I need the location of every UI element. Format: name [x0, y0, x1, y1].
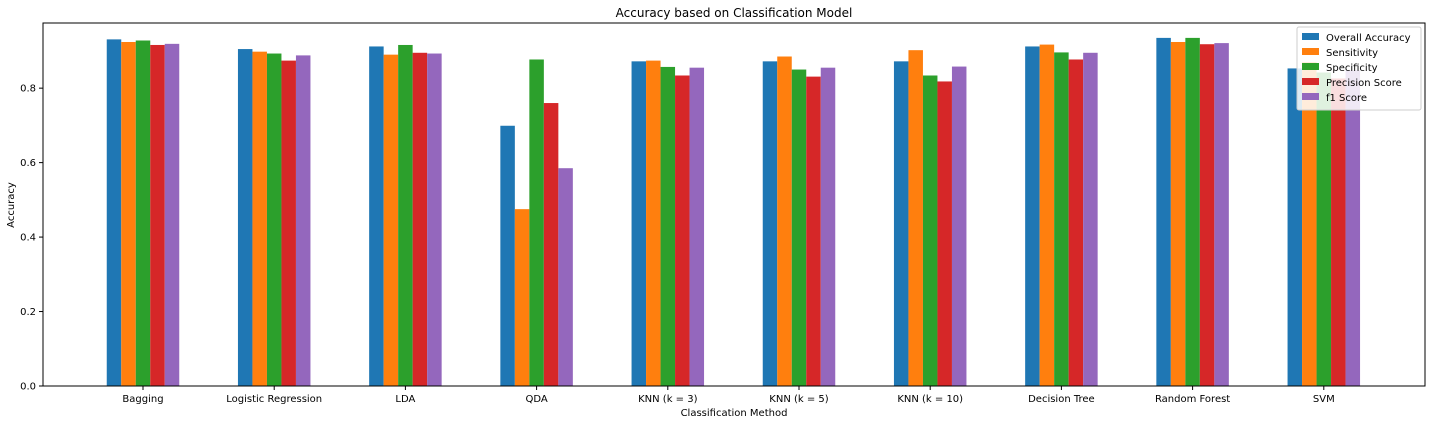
chart-title: Accuracy based on Classification Model [616, 6, 853, 20]
legend-swatch [1302, 33, 1319, 40]
bar [1214, 43, 1229, 386]
bar [646, 60, 661, 386]
y-tick-label: 0.0 [20, 382, 36, 393]
bar [427, 53, 442, 386]
bar [295, 55, 311, 386]
bar [412, 52, 428, 387]
x-tick-label: Decision Tree [1028, 394, 1095, 405]
bar [543, 103, 559, 387]
bar [806, 76, 821, 386]
bar [922, 75, 938, 386]
bar [369, 46, 384, 386]
bar [1025, 46, 1040, 386]
bar [1156, 37, 1171, 387]
bar [1345, 70, 1361, 386]
legend-swatch [1302, 63, 1319, 70]
legend-label: Sensitivity [1326, 48, 1378, 59]
x-tick-label: KNN (k = 10) [897, 394, 963, 405]
bar [1287, 68, 1303, 386]
bar [791, 69, 807, 387]
bar [106, 39, 122, 387]
bar [383, 54, 399, 387]
bar [1039, 44, 1055, 387]
bar [689, 67, 705, 386]
bar [660, 66, 676, 386]
bar [266, 53, 282, 386]
x-tick-label: Logistic Regression [226, 394, 322, 405]
bar [514, 209, 530, 386]
bar [1302, 62, 1317, 386]
bar [951, 66, 967, 386]
x-tick-label: SVM [1313, 394, 1335, 405]
bar [762, 61, 778, 387]
bar [1199, 44, 1215, 387]
x-axis: Bagging Logistic Regression LDA QDA KNN (k =… [122, 386, 1335, 405]
bar [164, 43, 180, 386]
bar [237, 49, 253, 387]
plot-frame [42, 22, 1426, 387]
x-tick-label: Random Forest [1155, 394, 1230, 405]
bar [893, 61, 909, 387]
bar [908, 50, 923, 386]
bar [135, 40, 151, 386]
legend-swatch [1302, 48, 1319, 55]
bar [252, 51, 267, 386]
bar [558, 168, 573, 386]
y-tick-label: 0.8 [20, 84, 36, 95]
bar [281, 60, 296, 386]
x-tick-label: KNN (k = 5) [769, 394, 828, 405]
x-tick-label: KNN (k = 3) [638, 394, 697, 405]
bar [121, 41, 136, 386]
bar [150, 44, 165, 386]
bar [1054, 52, 1069, 387]
bar [1185, 37, 1200, 387]
bar [500, 125, 515, 386]
legend-label: Precision Score [1326, 78, 1402, 89]
bar [820, 67, 836, 386]
legend-box [1296, 26, 1422, 111]
bar [1331, 78, 1346, 386]
bar [398, 44, 413, 386]
y-tick-label: 0.4 [20, 233, 36, 244]
y-tick-label: 0.6 [20, 158, 36, 169]
bar [675, 75, 690, 386]
x-tick-label: LDA [395, 394, 415, 405]
x-tick-label: QDA [525, 394, 547, 405]
x-axis-label: Classification Method [681, 408, 788, 419]
legend-swatch [1302, 78, 1319, 85]
legend-label: Specificity [1326, 63, 1378, 74]
legend-swatch [1302, 93, 1319, 100]
bar [529, 59, 544, 387]
legend: Overall Accuracy Sensitivity Specificity Pr… [1296, 26, 1422, 111]
bar [777, 56, 792, 386]
bars-layer [106, 37, 1361, 387]
bar [1316, 72, 1332, 387]
y-axis: 0.0 0.2 0.4 0.6 0.8 [20, 84, 43, 393]
bar [631, 61, 647, 387]
legend-label: f1 Score [1326, 93, 1367, 104]
y-axis-label: Accuracy [6, 182, 17, 228]
legend-label: Overall Accuracy [1326, 33, 1411, 44]
bar [1068, 59, 1084, 387]
bar [937, 81, 952, 387]
bar [1083, 52, 1098, 387]
bar [1170, 41, 1186, 386]
y-tick-label: 0.2 [20, 307, 36, 318]
x-tick-label: Bagging [122, 394, 163, 405]
